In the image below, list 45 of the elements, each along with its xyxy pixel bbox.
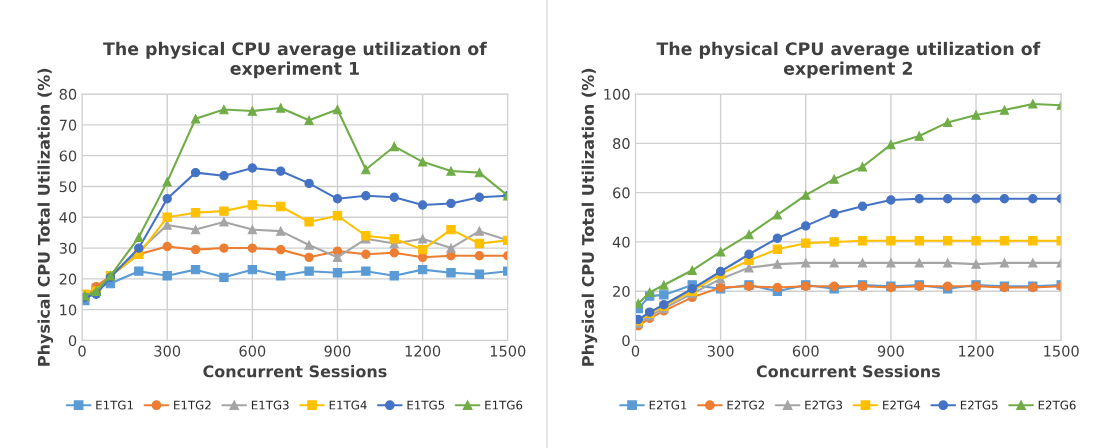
y-axis-title: Physical CPU Total Utilization (%) [37,68,54,366]
x-tick-label: 300 [707,345,734,357]
chart-title: The physical CPU average utilization of experiment 2 [656,41,1041,79]
x-tick-label: 600 [792,345,819,357]
legend-label: E2TG5 [960,400,998,410]
legend-label: E1TG2 [174,400,211,410]
x-tick-label: 1200 [405,345,441,357]
legend-label: E2TG1 [649,400,687,410]
x-tick-label: 900 [324,345,351,357]
x-axis-title: Concurrent Sessions [203,365,387,378]
y-tick-label: 40 [612,236,630,248]
y-tick-label: 60 [59,150,77,162]
y-tick-label: 0 [622,335,630,347]
legend-label: E1TG4 [329,400,367,410]
x-tick-label: 600 [239,345,266,357]
chart-title: The physical CPU average utilization of experiment 1 [103,41,487,79]
x-tick-label: 300 [154,345,181,357]
x-tick-label: 900 [877,345,904,357]
legend-label: E2TG2 [727,400,765,410]
y-tick-label: 100 [604,88,630,100]
y-tick-label: 50 [59,181,77,193]
y-tick-label: 40 [59,212,77,224]
x-axis-title: Concurrent Sessions [756,365,940,378]
legend-label: E1TG6 [485,400,523,410]
legend-label: E2TG6 [1038,400,1076,410]
x-tick-label: 0 [631,345,640,357]
y-axis-title: Physical CPU Total Utilization (%) [581,68,598,366]
y-tick-label: 80 [613,138,630,150]
x-tick-label: 0 [78,345,86,357]
y-tick-label: 70 [59,119,77,131]
legend-label: E2TG3 [805,400,843,410]
legend-label: E1TG1 [96,400,133,410]
legend-label: E2TG4 [883,400,921,410]
y-tick-label: 60 [613,187,630,199]
x-tick-label: 1500 [1044,345,1079,357]
x-tick-label: 1500 [490,345,526,357]
y-tick-label: 20 [613,285,630,297]
legend-label: E1TG3 [251,400,289,410]
y-tick-label: 10 [60,304,77,316]
y-tick-label: 80 [59,88,77,100]
y-tick-label: 20 [59,273,77,285]
y-tick-label: 30 [59,242,77,254]
x-tick-label: 1200 [959,345,994,357]
legend-label: E1TG5 [407,400,445,410]
y-tick-label: 0 [68,335,77,347]
